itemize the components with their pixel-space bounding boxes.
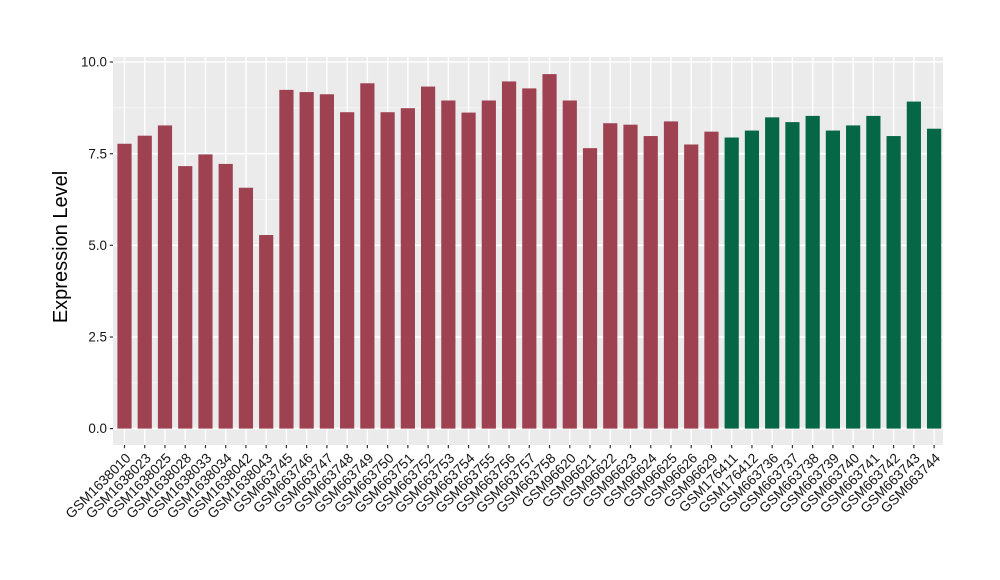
svg-text:0.0: 0.0 <box>88 421 107 436</box>
svg-text:10.0: 10.0 <box>81 55 107 70</box>
svg-text:7.5: 7.5 <box>88 146 107 161</box>
svg-text:5.0: 5.0 <box>88 238 107 253</box>
svg-text:2.5: 2.5 <box>88 330 107 345</box>
svg-text:Expression Level: Expression Level <box>50 171 72 323</box>
